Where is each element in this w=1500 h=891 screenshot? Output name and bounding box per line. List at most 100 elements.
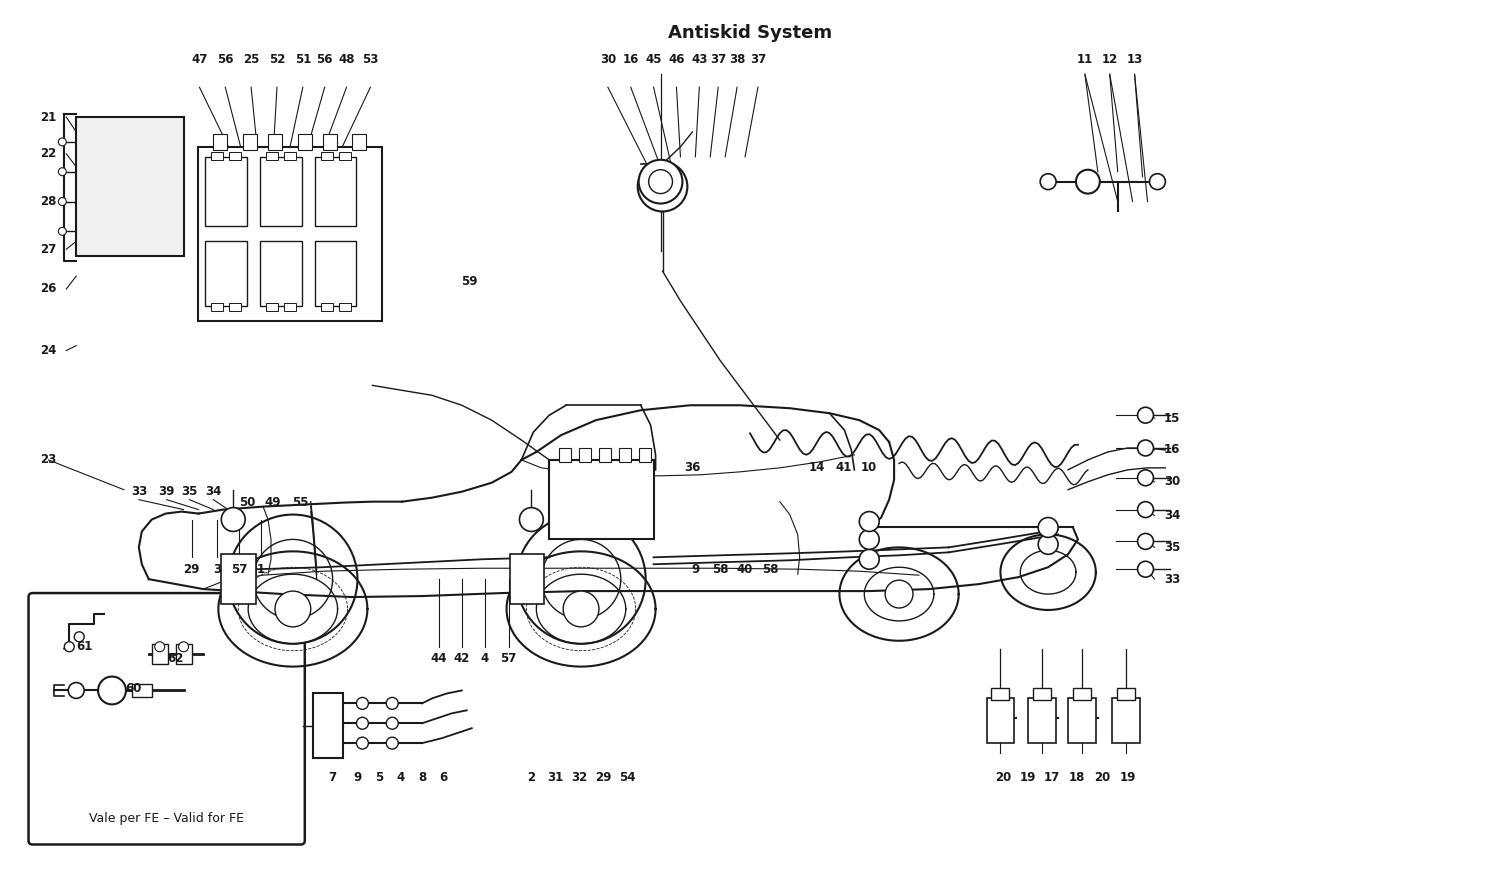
Text: 18: 18 xyxy=(1070,772,1084,784)
Text: 16: 16 xyxy=(1164,444,1180,456)
Text: 17: 17 xyxy=(1044,772,1060,784)
Bar xyxy=(268,134,282,150)
Bar xyxy=(298,134,312,150)
Circle shape xyxy=(885,580,914,608)
Bar xyxy=(284,151,296,159)
Text: 5: 5 xyxy=(375,772,384,784)
Text: 41: 41 xyxy=(836,462,852,474)
Circle shape xyxy=(357,698,369,709)
Circle shape xyxy=(1137,407,1154,423)
Circle shape xyxy=(58,227,66,235)
Circle shape xyxy=(1137,534,1154,550)
Text: 30: 30 xyxy=(600,53,616,66)
Text: 20: 20 xyxy=(996,772,1011,784)
Circle shape xyxy=(562,591,598,627)
Bar xyxy=(1034,689,1052,700)
Text: 57: 57 xyxy=(501,652,516,666)
Circle shape xyxy=(542,539,621,619)
Text: 11: 11 xyxy=(1077,53,1094,66)
Circle shape xyxy=(639,159,682,203)
Text: 62: 62 xyxy=(168,652,184,666)
Text: 33: 33 xyxy=(1164,573,1180,585)
Text: 4: 4 xyxy=(396,772,405,784)
Bar xyxy=(1112,699,1140,743)
Circle shape xyxy=(98,676,126,705)
Circle shape xyxy=(648,169,672,193)
Text: 42: 42 xyxy=(453,652,470,666)
Bar xyxy=(198,147,382,321)
Bar xyxy=(312,693,342,758)
Bar xyxy=(339,303,351,311)
Text: 29: 29 xyxy=(594,772,610,784)
Bar xyxy=(315,157,357,226)
Circle shape xyxy=(1137,440,1154,456)
Circle shape xyxy=(859,511,879,531)
Bar xyxy=(992,689,1010,700)
Bar xyxy=(560,448,572,462)
Text: 56: 56 xyxy=(316,53,333,66)
Bar xyxy=(321,303,333,311)
Text: 24: 24 xyxy=(40,344,57,357)
Bar xyxy=(211,151,223,159)
Text: 37: 37 xyxy=(750,53,766,66)
Circle shape xyxy=(274,591,310,627)
Circle shape xyxy=(74,632,84,642)
Text: 20: 20 xyxy=(1094,772,1110,784)
Text: Vale per FE – Valid for FE: Vale per FE – Valid for FE xyxy=(88,813,244,825)
Circle shape xyxy=(1137,561,1154,577)
Bar xyxy=(260,241,302,306)
Bar xyxy=(322,134,336,150)
Bar xyxy=(243,134,256,150)
FancyBboxPatch shape xyxy=(28,593,305,845)
Text: 15: 15 xyxy=(1164,412,1180,425)
Circle shape xyxy=(64,642,74,651)
Text: 35: 35 xyxy=(182,486,198,498)
Bar xyxy=(549,460,654,539)
Text: 31: 31 xyxy=(548,772,564,784)
Text: 26: 26 xyxy=(40,282,57,296)
Text: 29: 29 xyxy=(183,563,200,576)
Bar xyxy=(132,683,152,698)
Text: 53: 53 xyxy=(362,53,378,66)
Bar xyxy=(315,241,357,306)
Text: 10: 10 xyxy=(861,462,877,474)
Circle shape xyxy=(222,508,245,531)
Circle shape xyxy=(638,162,687,211)
Text: 28: 28 xyxy=(40,195,57,208)
Text: 46: 46 xyxy=(668,53,684,66)
Bar xyxy=(266,303,278,311)
Circle shape xyxy=(387,717,398,729)
Bar xyxy=(230,303,242,311)
Text: 16: 16 xyxy=(622,53,639,66)
Text: 39: 39 xyxy=(159,486,176,498)
Circle shape xyxy=(516,515,645,644)
Bar xyxy=(152,644,168,664)
Bar xyxy=(176,644,192,664)
Text: Antiskid System: Antiskid System xyxy=(668,23,832,42)
Text: 27: 27 xyxy=(40,242,57,256)
Bar xyxy=(284,303,296,311)
Text: 38: 38 xyxy=(729,53,746,66)
Text: 36: 36 xyxy=(684,462,700,474)
Bar xyxy=(266,151,278,159)
Bar xyxy=(339,151,351,159)
Bar xyxy=(1068,699,1096,743)
Text: 30: 30 xyxy=(1164,475,1180,488)
Text: 60: 60 xyxy=(126,682,142,695)
Text: 34: 34 xyxy=(1164,509,1180,522)
Text: 57: 57 xyxy=(231,563,248,576)
Text: 35: 35 xyxy=(1164,541,1180,554)
Text: 13: 13 xyxy=(1126,53,1143,66)
Text: 19: 19 xyxy=(1020,772,1036,784)
Circle shape xyxy=(228,515,357,644)
Text: 19: 19 xyxy=(1119,772,1136,784)
Text: 25: 25 xyxy=(243,53,260,66)
Text: 43: 43 xyxy=(692,53,708,66)
Circle shape xyxy=(1137,502,1154,518)
Text: 23: 23 xyxy=(40,454,57,466)
Circle shape xyxy=(859,529,879,550)
Text: 1: 1 xyxy=(256,563,265,576)
Circle shape xyxy=(1038,518,1058,537)
Text: 2: 2 xyxy=(528,772,536,784)
Bar xyxy=(1116,689,1134,700)
